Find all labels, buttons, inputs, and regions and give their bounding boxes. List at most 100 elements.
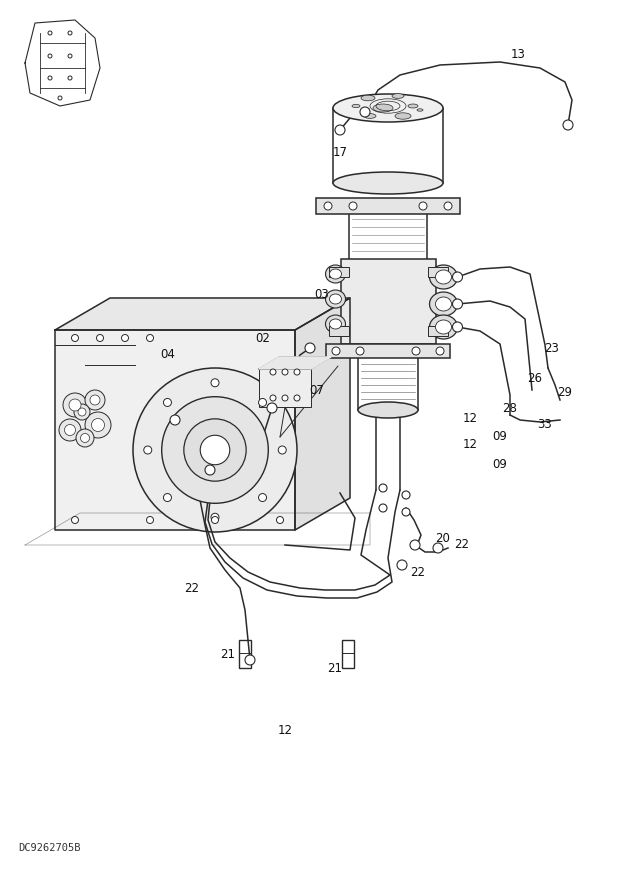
- Bar: [259, 369, 311, 407]
- Circle shape: [164, 398, 172, 407]
- Circle shape: [58, 96, 62, 100]
- Circle shape: [379, 504, 387, 512]
- Circle shape: [68, 54, 72, 58]
- Circle shape: [211, 379, 219, 387]
- Ellipse shape: [417, 109, 423, 111]
- Circle shape: [63, 393, 87, 417]
- Bar: [342, 640, 354, 668]
- Circle shape: [324, 202, 332, 210]
- Circle shape: [444, 202, 452, 210]
- Ellipse shape: [430, 315, 458, 339]
- Ellipse shape: [329, 319, 342, 329]
- Circle shape: [97, 334, 104, 341]
- Text: 12: 12: [278, 724, 293, 737]
- Circle shape: [78, 408, 86, 416]
- Text: 22: 22: [454, 539, 469, 552]
- Circle shape: [48, 76, 52, 80]
- Text: 21: 21: [327, 662, 342, 675]
- Circle shape: [335, 125, 345, 135]
- Bar: [428, 267, 448, 277]
- Circle shape: [76, 429, 94, 447]
- Text: 20: 20: [436, 532, 451, 545]
- Text: 22: 22: [185, 581, 200, 595]
- Circle shape: [68, 31, 72, 35]
- Circle shape: [81, 434, 89, 443]
- Circle shape: [245, 655, 255, 665]
- Circle shape: [305, 343, 315, 353]
- Circle shape: [402, 508, 410, 516]
- Ellipse shape: [435, 320, 451, 334]
- Circle shape: [433, 543, 443, 553]
- Text: 09: 09: [492, 430, 507, 443]
- Circle shape: [184, 419, 246, 481]
- Circle shape: [68, 76, 72, 80]
- Text: DC9262705B: DC9262705B: [18, 843, 81, 853]
- Ellipse shape: [329, 269, 342, 279]
- Circle shape: [453, 299, 463, 309]
- Circle shape: [85, 412, 111, 438]
- Circle shape: [92, 418, 105, 431]
- Circle shape: [410, 540, 420, 550]
- Circle shape: [259, 493, 267, 502]
- Ellipse shape: [326, 315, 345, 333]
- Circle shape: [356, 347, 364, 355]
- Circle shape: [69, 399, 81, 411]
- Ellipse shape: [364, 113, 376, 119]
- Bar: [239, 640, 251, 668]
- Text: 12: 12: [463, 411, 477, 424]
- Circle shape: [419, 202, 427, 210]
- Circle shape: [144, 446, 152, 454]
- Ellipse shape: [361, 95, 375, 100]
- Text: 28: 28: [503, 402, 518, 415]
- Circle shape: [74, 404, 90, 420]
- Text: 02: 02: [255, 332, 270, 345]
- Circle shape: [563, 120, 573, 130]
- Circle shape: [402, 491, 410, 499]
- Circle shape: [270, 369, 276, 375]
- Circle shape: [48, 54, 52, 58]
- Circle shape: [200, 436, 230, 464]
- Ellipse shape: [430, 265, 458, 289]
- Text: 03: 03: [314, 288, 329, 301]
- Text: 13: 13: [510, 49, 525, 61]
- Circle shape: [164, 493, 172, 502]
- Ellipse shape: [373, 104, 393, 112]
- Polygon shape: [55, 330, 295, 530]
- Circle shape: [436, 347, 444, 355]
- Circle shape: [59, 419, 81, 441]
- Text: 04: 04: [161, 348, 175, 361]
- Bar: [326, 344, 450, 358]
- Circle shape: [360, 107, 370, 117]
- Ellipse shape: [408, 104, 418, 108]
- Text: 22: 22: [410, 566, 425, 579]
- Polygon shape: [259, 357, 331, 369]
- Circle shape: [294, 395, 300, 401]
- Bar: [428, 326, 448, 336]
- Circle shape: [259, 398, 267, 407]
- Bar: [316, 198, 460, 214]
- Circle shape: [146, 517, 154, 524]
- Text: 29: 29: [557, 386, 572, 398]
- Circle shape: [170, 415, 180, 425]
- Text: 09: 09: [492, 457, 507, 471]
- Ellipse shape: [329, 294, 342, 304]
- Circle shape: [397, 560, 407, 570]
- Circle shape: [211, 513, 219, 521]
- Circle shape: [282, 369, 288, 375]
- Circle shape: [48, 31, 52, 35]
- Circle shape: [282, 395, 288, 401]
- Circle shape: [277, 517, 283, 524]
- Ellipse shape: [392, 93, 404, 99]
- Circle shape: [90, 395, 100, 405]
- Text: 23: 23: [544, 341, 559, 354]
- Circle shape: [162, 396, 268, 504]
- Text: 12: 12: [463, 438, 477, 451]
- Ellipse shape: [435, 270, 451, 284]
- Ellipse shape: [333, 172, 443, 194]
- Circle shape: [122, 334, 128, 341]
- Circle shape: [453, 272, 463, 282]
- Ellipse shape: [430, 292, 458, 316]
- Circle shape: [294, 369, 300, 375]
- Text: 26: 26: [528, 372, 542, 384]
- Ellipse shape: [326, 290, 345, 308]
